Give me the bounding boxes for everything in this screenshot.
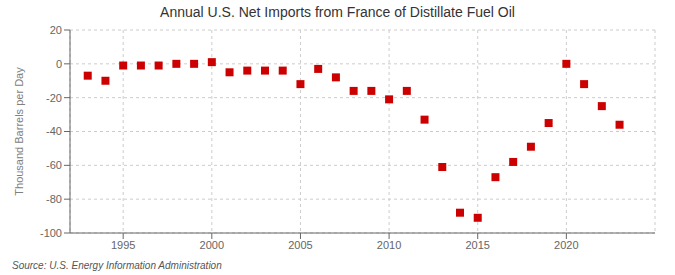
svg-text:20: 20 [50, 24, 62, 36]
svg-text:2020: 2020 [554, 239, 578, 251]
svg-text:-20: -20 [46, 92, 62, 104]
svg-text:2015: 2015 [465, 239, 489, 251]
svg-text:0: 0 [56, 58, 62, 70]
svg-text:-80: -80 [46, 193, 62, 205]
svg-text:2005: 2005 [288, 239, 312, 251]
svg-text:2000: 2000 [200, 239, 224, 251]
svg-text:2010: 2010 [377, 239, 401, 251]
html-text:Annual U.S. Net Imports from F: Annual U.S. Net Imports from France of D… [160, 4, 515, 20]
svg-text:1995: 1995 [111, 239, 135, 251]
svg-text:Thousand Barrels per Day: Thousand Barrels per Day [13, 67, 25, 196]
html-text:Source: U.S. Energy Informatio: Source: U.S. Energy Information Administ… [12, 260, 222, 271]
svg-text:-100: -100 [40, 227, 62, 239]
svg-text:-60: -60 [46, 159, 62, 171]
svg-text:-40: -40 [46, 125, 62, 137]
